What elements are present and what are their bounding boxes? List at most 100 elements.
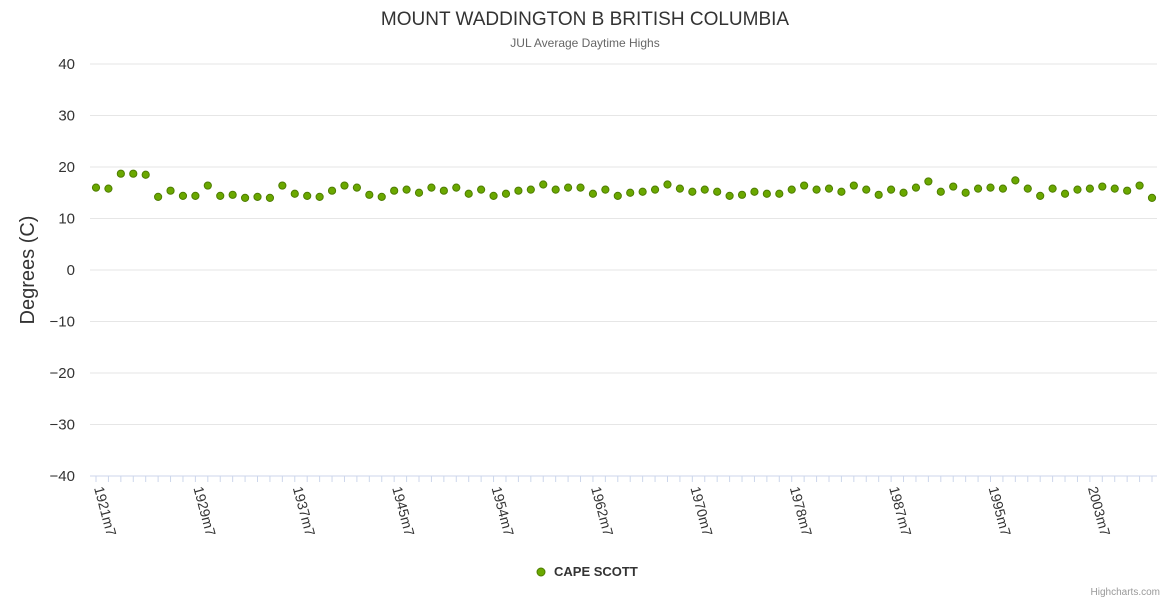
data-point[interactable]	[154, 192, 163, 201]
data-point[interactable]	[290, 189, 299, 198]
data-point[interactable]	[303, 191, 312, 200]
y-tick-label: 40	[58, 56, 75, 73]
data-point[interactable]	[973, 184, 983, 193]
data-point[interactable]	[104, 184, 113, 193]
data-point[interactable]	[1098, 182, 1107, 191]
data-point[interactable]	[240, 193, 250, 202]
data-point[interactable]	[526, 185, 535, 194]
data-point[interactable]	[750, 187, 759, 196]
data-point[interactable]	[1023, 184, 1032, 193]
legend-label-cape-scott[interactable]: CAPE SCOTT	[554, 564, 638, 579]
data-point[interactable]	[414, 188, 424, 197]
data-point[interactable]	[402, 185, 411, 194]
data-point[interactable]	[949, 182, 958, 191]
data-point[interactable]	[626, 188, 635, 197]
data-point[interactable]	[178, 191, 188, 200]
data-point[interactable]	[576, 183, 585, 192]
data-point[interactable]	[713, 187, 722, 196]
data-point[interactable]	[800, 181, 809, 190]
legend[interactable]: CAPE SCOTT	[536, 564, 638, 579]
data-point[interactable]	[700, 185, 709, 194]
data-point[interactable]	[315, 192, 324, 201]
data-point[interactable]	[340, 181, 349, 190]
data-point[interactable]	[477, 185, 486, 194]
data-point[interactable]	[1123, 186, 1132, 195]
data-point[interactable]	[1073, 185, 1082, 194]
data-point[interactable]	[278, 181, 287, 190]
data-point[interactable]	[613, 191, 622, 200]
data-point[interactable]	[961, 188, 970, 197]
legend-marker[interactable]	[536, 567, 546, 577]
data-point[interactable]	[887, 185, 896, 194]
data-point[interactable]	[452, 183, 461, 192]
data-point[interactable]	[228, 190, 237, 199]
data-point[interactable]	[588, 189, 598, 198]
data-point[interactable]	[924, 177, 933, 186]
data-point[interactable]	[539, 180, 548, 189]
data-point[interactable]	[253, 192, 262, 201]
data-point[interactable]	[986, 183, 995, 192]
data-point[interactable]	[874, 190, 883, 199]
data-point[interactable]	[812, 185, 821, 194]
data-point[interactable]	[787, 185, 796, 194]
data-point[interactable]	[1110, 184, 1119, 193]
credits[interactable]: Highcharts.com	[1091, 587, 1160, 598]
data-point[interactable]	[849, 181, 858, 190]
data-point[interactable]	[116, 169, 125, 178]
data-point[interactable]	[638, 187, 647, 196]
data-point[interactable]	[129, 169, 138, 178]
data-point[interactable]	[936, 187, 945, 196]
data-point[interactable]	[675, 184, 685, 193]
data-point[interactable]	[141, 170, 150, 179]
y-axis-title: Degrees (C)	[17, 216, 39, 325]
data-point[interactable]	[551, 185, 560, 194]
data-point[interactable]	[1135, 181, 1144, 190]
gridlines	[90, 63, 1157, 425]
data-point[interactable]	[911, 183, 921, 192]
data-point[interactable]	[775, 189, 784, 198]
data-point[interactable]	[1147, 193, 1157, 202]
data-point[interactable]	[899, 188, 908, 197]
data-point[interactable]	[1048, 184, 1057, 193]
y-tick-label: −30	[50, 417, 75, 434]
data-point[interactable]	[489, 191, 498, 200]
data-point[interactable]	[216, 191, 225, 200]
data-point[interactable]	[824, 184, 834, 193]
data-point[interactable]	[688, 187, 697, 196]
x-tick-label: 2003m7	[1085, 485, 1114, 538]
data-point[interactable]	[365, 190, 374, 199]
data-point[interactable]	[91, 183, 101, 192]
data-point[interactable]	[663, 180, 672, 189]
data-point[interactable]	[725, 191, 734, 200]
data-point[interactable]	[203, 181, 212, 190]
y-tick-label: 0	[67, 262, 75, 279]
data-point[interactable]	[501, 189, 511, 198]
data-point[interactable]	[837, 187, 846, 196]
data-point[interactable]	[377, 192, 386, 201]
data-point[interactable]	[563, 183, 573, 192]
data-point[interactable]	[1060, 189, 1070, 198]
data-point[interactable]	[265, 193, 275, 202]
y-tick-label: −40	[50, 468, 75, 485]
data-point[interactable]	[650, 185, 660, 194]
data-point[interactable]	[427, 183, 436, 192]
data-point[interactable]	[1085, 184, 1094, 193]
data-point[interactable]	[862, 185, 871, 194]
data-point[interactable]	[514, 186, 523, 195]
data-point[interactable]	[439, 186, 448, 195]
data-point[interactable]	[1036, 191, 1045, 200]
data-point[interactable]	[191, 191, 200, 200]
data-point[interactable]	[762, 189, 771, 198]
x-tick-label: 1921m7	[91, 485, 120, 538]
y-tick-label: 30	[58, 108, 75, 125]
data-point[interactable]	[464, 189, 473, 198]
data-point[interactable]	[998, 184, 1008, 193]
data-point[interactable]	[601, 185, 610, 194]
x-tick-label: 1987m7	[886, 485, 915, 538]
data-point[interactable]	[166, 186, 175, 195]
data-point[interactable]	[1011, 176, 1020, 185]
data-point[interactable]	[327, 186, 337, 195]
data-point[interactable]	[390, 186, 399, 195]
data-point[interactable]	[352, 183, 361, 192]
data-point[interactable]	[737, 190, 747, 199]
